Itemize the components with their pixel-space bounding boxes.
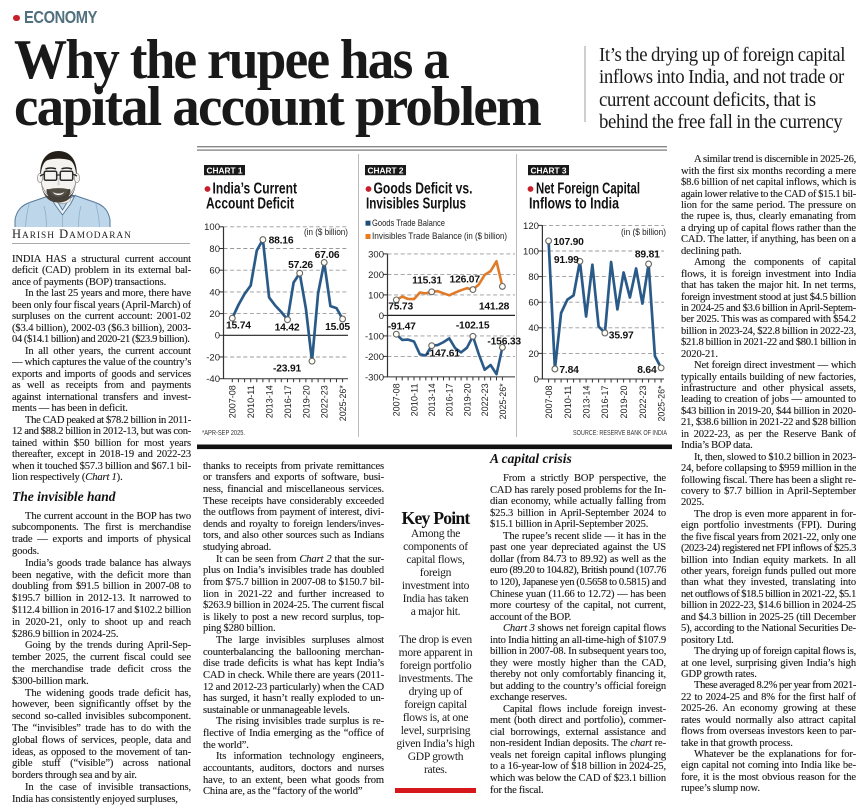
svg-text:2013-14: 2013-14: [265, 385, 275, 418]
svg-text:0: 0: [534, 374, 539, 385]
svg-text:60: 60: [528, 298, 539, 309]
svg-text:*APR-SEP 2025.: *APR-SEP 2025.: [202, 428, 245, 437]
svg-text:-147.61: -147.61: [426, 348, 460, 359]
svg-text:(in ($ billion): (in ($ billion): [304, 227, 348, 237]
svg-text:(in ($ billion): (in ($ billion): [621, 227, 666, 237]
svg-text:Goods Trade Balance: Goods Trade Balance: [372, 217, 445, 228]
svg-text:2025-26*: 2025-26*: [338, 385, 348, 421]
svg-text:Invisibles Surplus: Invisibles Surplus: [366, 196, 466, 213]
svg-text:100: 100: [523, 246, 539, 257]
svg-text:0: 0: [379, 311, 384, 322]
svg-text:2016-17: 2016-17: [283, 385, 293, 418]
svg-text:2007-08: 2007-08: [544, 386, 554, 419]
svg-text:15.05: 15.05: [325, 322, 350, 333]
svg-text:2019-20: 2019-20: [301, 385, 311, 418]
svg-text:107.90: 107.90: [553, 237, 584, 248]
svg-text:2016-17: 2016-17: [445, 383, 455, 416]
svg-text:-40: -40: [206, 374, 220, 385]
svg-text:-300: -300: [365, 372, 384, 383]
svg-text:0: 0: [215, 331, 220, 342]
svg-text:-156.33: -156.33: [487, 336, 521, 347]
svg-text:2025-26*: 2025-26*: [657, 385, 667, 421]
svg-text:2025-26*: 2025-26*: [498, 383, 508, 419]
svg-text:80: 80: [209, 244, 220, 255]
svg-text:8.64: 8.64: [637, 365, 657, 376]
svg-text:2019-20: 2019-20: [462, 383, 472, 416]
svg-text:57.26: 57.26: [288, 260, 313, 271]
svg-text:20: 20: [209, 309, 220, 320]
svg-text:120: 120: [523, 221, 539, 232]
svg-text:2013-14: 2013-14: [582, 386, 592, 419]
svg-text:67.06: 67.06: [315, 250, 340, 261]
svg-text:2007-08: 2007-08: [228, 385, 238, 418]
svg-text:2016-17: 2016-17: [600, 386, 610, 419]
svg-text:-23.91: -23.91: [273, 363, 301, 374]
svg-text:Net Foreign Capital: Net Foreign Capital: [536, 181, 640, 198]
svg-text:CHART 3: CHART 3: [531, 165, 567, 175]
svg-text:40: 40: [528, 323, 539, 334]
svg-text:2010-11: 2010-11: [563, 386, 573, 419]
svg-text:100: 100: [204, 222, 220, 233]
svg-text:Goods Deficit vs.: Goods Deficit vs.: [374, 181, 473, 198]
svg-text:300: 300: [368, 249, 384, 260]
svg-text:100: 100: [368, 290, 384, 301]
svg-text:35.97: 35.97: [609, 330, 634, 341]
svg-text:141.28: 141.28: [479, 301, 510, 312]
svg-text:India’s Current: India’s Current: [213, 181, 298, 198]
svg-text:2022-23: 2022-23: [480, 383, 490, 416]
svg-text:91.99: 91.99: [554, 255, 579, 266]
svg-text:-20: -20: [206, 352, 220, 363]
svg-text:-102.15: -102.15: [456, 321, 490, 332]
svg-text:2010-11: 2010-11: [246, 385, 256, 418]
svg-text:-100: -100: [365, 331, 384, 342]
svg-text:115.31: 115.31: [412, 276, 442, 287]
svg-text:Inflows to India: Inflows to India: [529, 196, 619, 213]
svg-text:60: 60: [209, 266, 220, 277]
svg-text:40: 40: [209, 287, 220, 298]
svg-text:2019-20: 2019-20: [619, 386, 629, 419]
svg-text:Invisibles Trade Balance: Invisibles Trade Balance: [372, 230, 462, 241]
svg-text:SOURCE: RESERVE BANK OF INDIA: SOURCE: RESERVE BANK OF INDIA: [573, 428, 667, 437]
svg-text:2013-14: 2013-14: [427, 383, 437, 416]
svg-text:CHART 2: CHART 2: [368, 165, 404, 175]
svg-text:7.84: 7.84: [559, 365, 579, 376]
svg-text:-91.47: -91.47: [388, 322, 416, 333]
svg-text:(in ($ billion): (in ($ billion): [464, 231, 507, 241]
svg-text:80: 80: [528, 272, 539, 283]
svg-text:89.81: 89.81: [635, 249, 660, 260]
svg-text:2022-23: 2022-23: [320, 385, 330, 418]
svg-text:2007-08: 2007-08: [392, 383, 402, 416]
svg-text:-200: -200: [365, 352, 384, 363]
svg-text:Account Deficit: Account Deficit: [206, 196, 294, 213]
svg-text:14.42: 14.42: [275, 322, 300, 333]
svg-text:15.74: 15.74: [226, 320, 251, 331]
svg-text:2010-11: 2010-11: [409, 383, 419, 416]
svg-text:88.16: 88.16: [269, 235, 294, 246]
svg-text:2022-23: 2022-23: [638, 386, 648, 419]
svg-text:20: 20: [528, 349, 539, 360]
svg-text:CHART 1: CHART 1: [207, 165, 243, 175]
svg-text:75.73: 75.73: [388, 302, 413, 313]
svg-text:200: 200: [368, 270, 384, 281]
svg-text:126.07: 126.07: [450, 274, 481, 285]
